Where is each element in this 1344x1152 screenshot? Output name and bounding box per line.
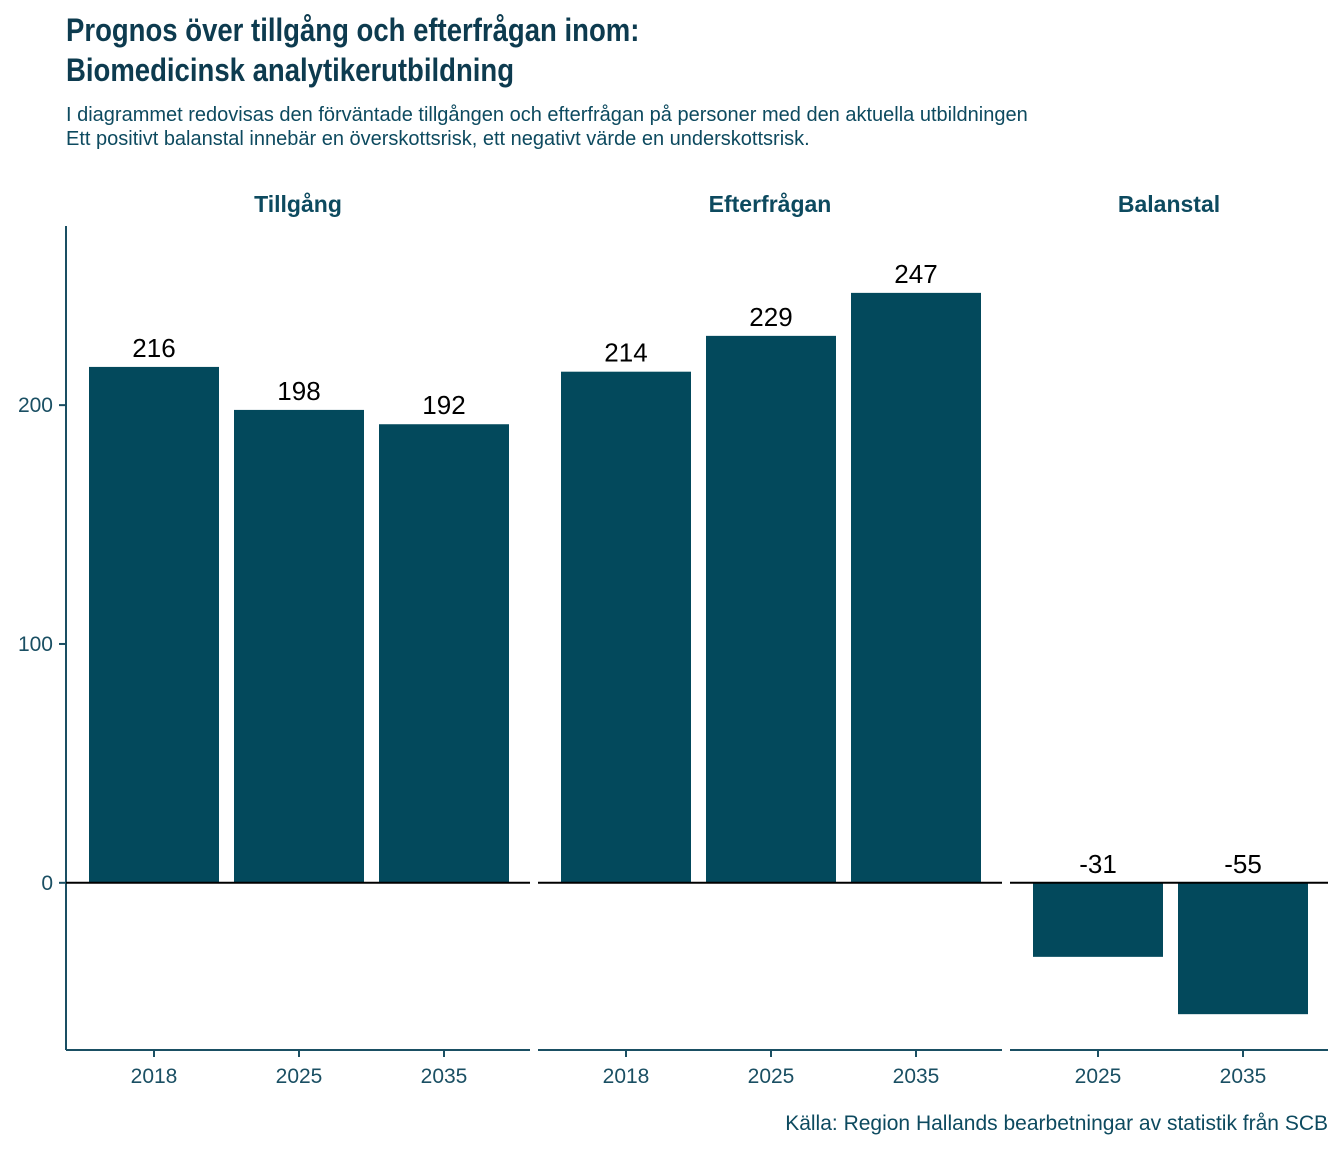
data-label: 216: [132, 333, 175, 363]
chart-subtitle: I diagrammet redovisas den förväntade ti…: [66, 103, 1028, 151]
x-tick-label: 2025: [1075, 1065, 1122, 1088]
bar: [89, 366, 219, 883]
bar: [561, 371, 691, 883]
panel-title: Balanstal: [1118, 191, 1220, 217]
data-label: -55: [1224, 849, 1262, 879]
chart-subtitle-line-1: I diagrammet redovisas den förväntade ti…: [66, 104, 1028, 126]
x-tick-label: 2018: [131, 1065, 178, 1088]
x-tick-label: 2035: [1220, 1065, 1267, 1088]
x-tick-label: 2035: [893, 1065, 940, 1088]
x-tick-label: 2018: [603, 1065, 650, 1088]
bar: [234, 409, 364, 883]
chart-title-line-2: Biomedicinsk analytikerutbildning: [66, 52, 515, 88]
y-tick-label: 0: [41, 872, 53, 895]
data-label: 247: [894, 259, 937, 289]
bar: [706, 335, 836, 883]
bar: [379, 424, 509, 883]
chart-subtitle-line-2: Ett positivt balanstal innebär en översk…: [66, 128, 810, 150]
y-tick-label: 200: [18, 394, 53, 417]
panel-title: Tillgång: [254, 191, 342, 217]
y-tick-label: 100: [18, 633, 53, 656]
bar: [1178, 882, 1308, 1015]
data-label: 229: [749, 302, 792, 332]
chart-title-line-1: Prognos över tillgång och efterfrågan in…: [66, 12, 640, 48]
data-label: -31: [1079, 849, 1117, 879]
data-label: 198: [277, 376, 320, 406]
x-tick-label: 2025: [748, 1065, 795, 1088]
source-caption: Källa: Region Hallands bearbetningar av …: [785, 1112, 1328, 1135]
x-tick-label: 2035: [421, 1065, 468, 1088]
x-tick-label: 2025: [276, 1065, 323, 1088]
data-label: 214: [604, 338, 647, 368]
bar: [851, 292, 981, 883]
data-label: 192: [422, 390, 465, 420]
chart-title: Prognos över tillgång och efterfrågan in…: [66, 10, 639, 90]
bar: [1033, 882, 1163, 957]
panel-title: Efterfrågan: [709, 191, 832, 217]
